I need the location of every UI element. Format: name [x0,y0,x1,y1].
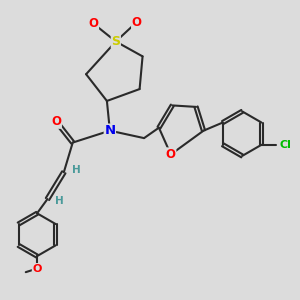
Text: O: O [132,16,142,29]
Text: H: H [72,165,81,175]
Text: O: O [32,264,42,274]
Text: N: N [104,124,116,137]
Text: S: S [111,35,120,48]
Text: O: O [51,115,62,128]
Text: Cl: Cl [280,140,292,150]
Text: O: O [166,148,176,161]
Text: H: H [55,196,64,206]
Text: O: O [88,17,98,30]
